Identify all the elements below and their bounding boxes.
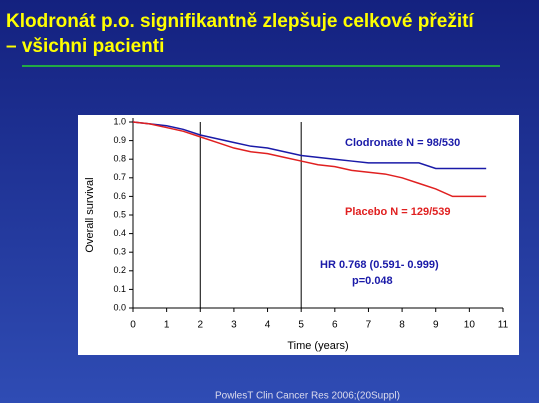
series-line <box>132 121 487 170</box>
x-tick-label: 6 <box>332 320 338 331</box>
x-tick-label: 2 <box>197 320 203 331</box>
annotation: p=0.048 <box>352 275 393 287</box>
x-tick-label: 4 <box>265 320 271 331</box>
x-tick-label: 1 <box>164 320 170 331</box>
x-tick-label: 9 <box>433 320 439 331</box>
annotation: HR 0.768 (0.591- 0.999) <box>320 259 439 271</box>
y-tick-label: 0.9 <box>113 135 126 145</box>
chart: 0.0 0.1 0.2 0.3 0.4 0.5 0.6 0.7 0.8 0.9 1.0 0 1 2 3 4 5 6… <box>84 116 509 352</box>
x-tick-label: 5 <box>298 320 304 331</box>
y-tick-label: 0.2 <box>113 265 126 275</box>
y-tick-label: 0.3 <box>113 247 126 257</box>
x-axis-label: Time (years) <box>287 340 348 352</box>
slide-title: Klodronát p.o. signifikantně zlepšuje ce… <box>6 11 474 32</box>
y-axis-label: Overall survival <box>84 177 96 252</box>
y-tick-label: 0.6 <box>113 191 126 201</box>
x-tick-label: 7 <box>366 320 372 331</box>
x-tick-label: 0 <box>130 320 136 331</box>
y-tick-label: 1.0 <box>113 116 126 126</box>
x-tick-label: 11 <box>498 320 509 331</box>
y-tick-label: 0.4 <box>113 228 126 238</box>
slide-title: – všichni pacienti <box>6 36 164 57</box>
x-tick-label: 8 <box>399 320 405 331</box>
y-tick-label: 0.0 <box>113 302 126 312</box>
y-tick-label: 0.8 <box>113 154 126 164</box>
y-tick-label: 0.5 <box>113 209 126 219</box>
legend-label: Placebo N = 129/539 <box>345 206 450 218</box>
y-tick-label: 0.1 <box>113 284 126 294</box>
y-tick-label: 0.7 <box>113 172 126 182</box>
series-line <box>132 121 487 198</box>
legend-label: Clodronate N = 98/530 <box>345 137 460 149</box>
x-tick-label: 10 <box>464 320 476 331</box>
x-tick-label: 3 <box>231 320 237 331</box>
footnote: PowlesT Clin Cancer Res 2006;(20Suppl) <box>215 391 400 402</box>
